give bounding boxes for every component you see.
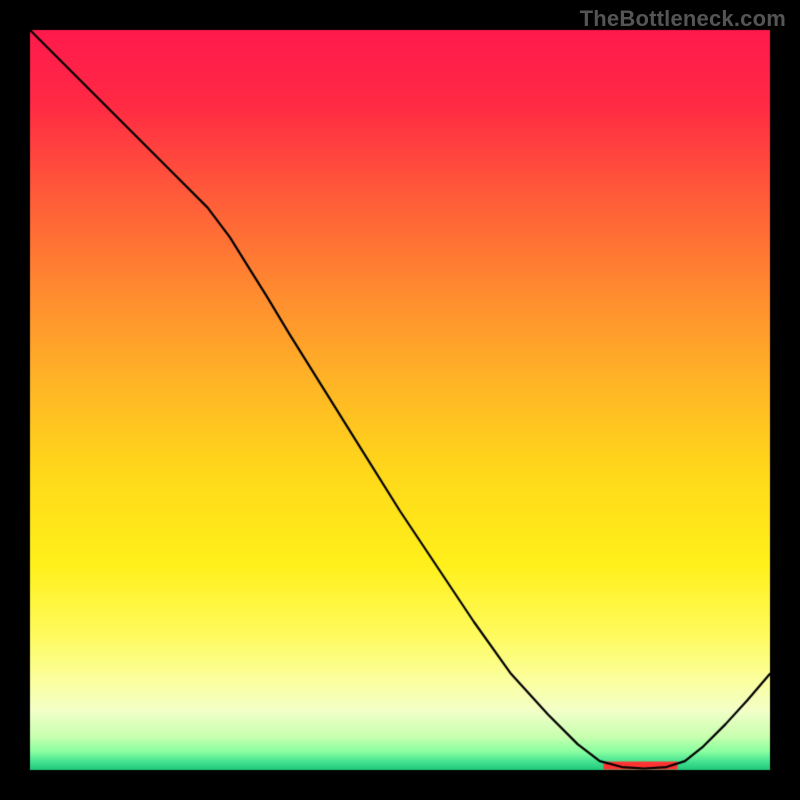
gradient-chart-canvas — [0, 0, 800, 800]
watermark-text: TheBottleneck.com — [580, 6, 786, 32]
